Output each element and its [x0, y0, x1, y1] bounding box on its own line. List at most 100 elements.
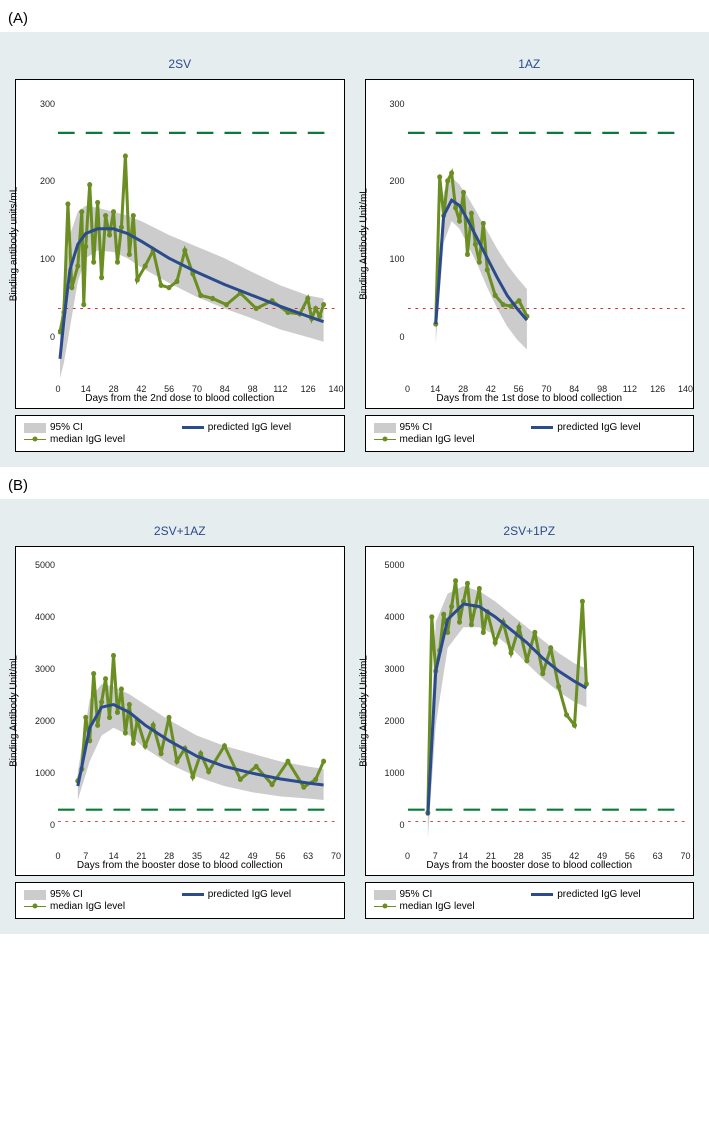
legend-item-pred: predicted IgG level	[531, 889, 685, 900]
x-tick-label: 126	[301, 384, 316, 394]
x-tick-label: 14	[458, 851, 468, 861]
x-tick-label: 0	[405, 851, 410, 861]
median-marker	[99, 275, 104, 280]
median-marker	[103, 676, 108, 681]
legend: 95% CIpredicted IgG levelmedian IgG leve…	[15, 882, 345, 919]
median-marker	[107, 232, 112, 237]
median-marker	[579, 599, 584, 604]
legend-item-pred: predicted IgG level	[182, 889, 336, 900]
median-marker	[91, 259, 96, 264]
median-marker	[453, 578, 458, 583]
x-tick-label: 0	[55, 851, 60, 861]
panel-b2: 2SV+1PZBinding Antibody Unit/mLDays from…	[365, 524, 695, 919]
legend-label: predicted IgG level	[208, 889, 291, 900]
median-marker	[472, 242, 477, 247]
x-tick-label: 35	[541, 851, 551, 861]
y-tick-label: 200	[40, 176, 55, 186]
y-axis-label: Binding Antibody Unit/mL	[358, 188, 369, 300]
median-marker	[480, 630, 485, 635]
median-marker	[464, 252, 469, 257]
median-marker	[107, 715, 112, 720]
median-marker	[95, 723, 100, 728]
x-tick-label: 112	[273, 384, 287, 394]
median-marker	[159, 751, 164, 756]
y-tick-label: 300	[40, 99, 55, 109]
median-marker	[174, 759, 179, 764]
median-marker	[95, 200, 100, 205]
legend-label: median IgG level	[400, 901, 475, 912]
x-axis-label: Days from the booster dose to blood coll…	[77, 860, 283, 871]
med-swatch	[374, 433, 396, 445]
median-marker	[305, 296, 310, 301]
panel-a1: 2SVBinding antibody units/mLDays from th…	[15, 57, 345, 452]
median-marker	[437, 174, 442, 179]
x-axis-label: Days from the 2nd dose to blood collecti…	[85, 393, 274, 404]
x-tick-label: 14	[109, 851, 119, 861]
legend-label: predicted IgG level	[208, 422, 291, 433]
plot-region: Binding Antibody Unit/mLDays from the 1s…	[365, 79, 695, 409]
plot-region: Binding antibody units/mLDays from the 2…	[15, 79, 345, 409]
y-tick-label: 2000	[384, 716, 404, 726]
legend-item-med: median IgG level	[24, 433, 178, 445]
median-marker	[115, 710, 120, 715]
median-marker	[103, 213, 108, 218]
x-axis-label: Days from the 1st dose to blood collecti…	[436, 393, 622, 404]
median-marker	[453, 205, 458, 210]
x-axis-label: Days from the booster dose to blood coll…	[426, 860, 632, 871]
x-tick-label: 21	[136, 851, 146, 861]
median-marker	[75, 263, 80, 268]
median-marker	[524, 658, 529, 663]
x-tick-label: 70	[331, 851, 341, 861]
median-marker	[91, 671, 96, 676]
med-swatch	[24, 900, 46, 912]
x-tick-label: 70	[192, 384, 202, 394]
median-marker	[79, 209, 84, 214]
panel-title: 2SV+1PZ	[365, 524, 695, 538]
y-tick-label: 1000	[384, 768, 404, 778]
median-marker	[313, 306, 318, 311]
row-b: 2SV+1AZBinding Antibody Unit/mLDays from…	[0, 499, 709, 934]
y-tick-label: 0	[399, 820, 404, 830]
y-tick-label: 0	[50, 820, 55, 830]
median-marker	[166, 285, 171, 290]
legend-item-pred: predicted IgG level	[531, 422, 685, 433]
median-marker	[127, 252, 132, 257]
median-marker	[143, 743, 148, 748]
x-tick-label: 126	[650, 384, 665, 394]
x-tick-label: 140	[328, 384, 343, 394]
plot-svg	[58, 88, 336, 382]
median-marker	[321, 759, 326, 764]
median-marker	[254, 306, 259, 311]
median-marker	[301, 784, 306, 789]
x-tick-label: 42	[569, 851, 579, 861]
row-a: 2SVBinding antibody units/mLDays from th…	[0, 32, 709, 467]
y-tick-label: 5000	[384, 560, 404, 570]
median-marker	[123, 153, 128, 158]
y-tick-label: 100	[40, 254, 55, 264]
ci-swatch	[24, 423, 46, 433]
legend: 95% CI predicted IgG level median IgG leve…	[15, 415, 345, 452]
x-tick-label: 56	[514, 384, 524, 394]
median-marker	[516, 625, 521, 630]
median-marker	[321, 302, 326, 307]
median-marker	[206, 769, 211, 774]
median-marker	[464, 581, 469, 586]
median-marker	[210, 296, 215, 301]
legend: 95% CIpredicted IgG levelmedian IgG leve…	[365, 882, 695, 919]
panel-a2: 1AZBinding Antibody Unit/mLDays from the…	[365, 57, 695, 452]
x-tick-label: 56	[625, 851, 635, 861]
ci-band	[427, 586, 586, 839]
median-marker	[65, 201, 70, 206]
legend: 95% CIpredicted IgG levelmedian IgG leve…	[365, 415, 695, 452]
median-marker	[270, 782, 275, 787]
x-tick-label: 112	[623, 384, 637, 394]
median-marker	[508, 650, 513, 655]
median-marker	[468, 211, 473, 216]
section-b-label: (B)	[0, 467, 709, 499]
plot-area	[408, 88, 686, 382]
y-axis-label: Binding Antibody Unit/mL	[9, 655, 20, 767]
x-tick-label: 28	[164, 851, 174, 861]
x-tick-label: 21	[486, 851, 496, 861]
legend-item-med: median IgG level	[374, 900, 528, 912]
legend-item-ci: 95% CI	[24, 422, 178, 433]
